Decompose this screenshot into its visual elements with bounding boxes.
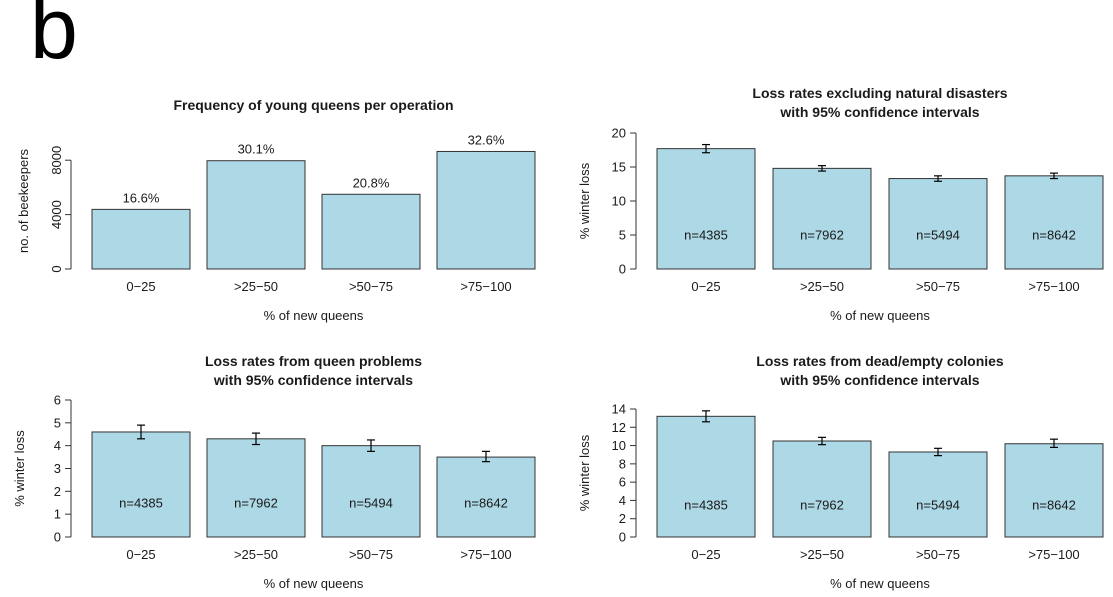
bar: [321, 445, 421, 538]
chart-title: Loss rates from queen problems: [205, 353, 422, 369]
bar-data-label: 32.6%: [468, 132, 505, 147]
y-tick-label: 4: [619, 493, 626, 508]
bar-data-label: n=8642: [1032, 498, 1076, 513]
y-tick-label: 0: [619, 530, 626, 545]
x-axis-label: % of new queens: [830, 308, 930, 323]
bar: [206, 438, 306, 538]
y-tick-label: 1: [54, 507, 61, 522]
bar-data-label: 30.1%: [238, 142, 275, 157]
x-tick-label: >50−75: [916, 279, 960, 294]
chart-4: Loss rates from dead/empty colonies with …: [577, 353, 1104, 591]
x-tick-label: >50−75: [349, 279, 393, 294]
y-tick-label: 0: [619, 262, 626, 277]
y-tick-label: 15: [612, 160, 626, 175]
y-tick-label: 8000: [49, 146, 64, 175]
x-tick-label: 0−25: [126, 279, 155, 294]
bar: [91, 431, 191, 538]
bar: [772, 167, 872, 270]
x-tick-label: >75−100: [1028, 279, 1079, 294]
chart-title: Loss rates excluding natural disasters: [752, 85, 1007, 101]
x-tick-label: >75−100: [1028, 547, 1079, 562]
bar: [772, 440, 872, 538]
y-tick-label: 12: [612, 420, 626, 435]
x-tick-label: >75−100: [460, 279, 511, 294]
chart-subtitle: with 95% confidence intervals: [779, 104, 979, 120]
bar: [91, 208, 191, 270]
bar: [656, 148, 756, 270]
y-tick-label: 3: [54, 461, 61, 476]
chart-subtitle: with 95% confidence intervals: [779, 372, 979, 388]
bar-data-label: 20.8%: [353, 175, 390, 190]
y-tick-label: 0: [54, 530, 61, 545]
bar-data-label: n=4385: [119, 495, 163, 510]
y-tick-label: 10: [612, 194, 626, 209]
x-tick-label: >25−50: [234, 279, 278, 294]
x-tick-label: >50−75: [349, 547, 393, 562]
y-tick-label: 2: [619, 511, 626, 526]
x-tick-label: 0−25: [126, 547, 155, 562]
y-tick-label: 5: [54, 415, 61, 430]
y-tick-label: 4000: [49, 200, 64, 229]
y-tick-label: 20: [612, 126, 626, 141]
bar-data-label: n=4385: [684, 228, 728, 243]
x-axis-label: % of new queens: [264, 308, 364, 323]
x-tick-label: >25−50: [800, 547, 844, 562]
y-tick-label: 14: [612, 402, 626, 417]
bar-data-label: n=7962: [800, 498, 844, 513]
x-tick-label: 0−25: [691, 279, 720, 294]
bar-data-label: n=7962: [800, 228, 844, 243]
bar: [206, 160, 306, 270]
bar-data-label: n=5494: [916, 498, 960, 513]
x-axis-label: % of new queens: [830, 576, 930, 591]
panel-letter: b: [30, 0, 78, 77]
bar-data-label: n=4385: [684, 498, 728, 513]
bar: [436, 150, 536, 270]
y-tick-label: 5: [619, 228, 626, 243]
x-tick-label: >25−50: [234, 547, 278, 562]
x-tick-label: 0−25: [691, 547, 720, 562]
bar-data-label: n=8642: [464, 495, 508, 510]
chart-title: Frequency of young queens per operation: [173, 97, 453, 113]
y-tick-label: 10: [612, 438, 626, 453]
y-axis-label: % winter loss: [577, 162, 592, 239]
chart-subtitle: with 95% confidence intervals: [213, 372, 413, 388]
bar: [321, 193, 421, 270]
bar-data-label: n=8642: [1032, 228, 1076, 243]
bar: [1004, 443, 1104, 538]
y-tick-label: 6: [619, 475, 626, 490]
bar-data-label: n=5494: [916, 228, 960, 243]
bar: [888, 451, 988, 538]
bar: [888, 178, 988, 270]
y-tick-label: 2: [54, 484, 61, 499]
y-axis-label: no. of beekeepers: [16, 148, 31, 253]
y-tick-label: 6: [54, 393, 61, 408]
x-tick-label: >50−75: [916, 547, 960, 562]
chart-title: Loss rates from dead/empty colonies: [756, 353, 1004, 369]
chart-2: Loss rates excluding natural disasters wi…: [577, 85, 1104, 323]
y-tick-label: 4: [54, 438, 61, 453]
bar-data-label: 16.6%: [123, 190, 160, 205]
y-tick-label: 8: [619, 456, 626, 471]
chart-1: Frequency of young queens per operation 0…: [16, 97, 536, 323]
y-tick-label: 0: [49, 265, 64, 272]
x-tick-label: >25−50: [800, 279, 844, 294]
x-tick-label: >75−100: [460, 547, 511, 562]
bar: [1004, 175, 1104, 270]
y-axis-label: % winter loss: [577, 434, 592, 511]
y-axis-label: % winter loss: [12, 430, 27, 507]
bar-data-label: n=5494: [349, 495, 393, 510]
chart-3: Loss rates from queen problems with 95% c…: [12, 353, 536, 591]
x-axis-label: % of new queens: [264, 576, 364, 591]
bar-data-label: n=7962: [234, 495, 278, 510]
bar: [436, 456, 536, 538]
bar: [656, 415, 756, 538]
